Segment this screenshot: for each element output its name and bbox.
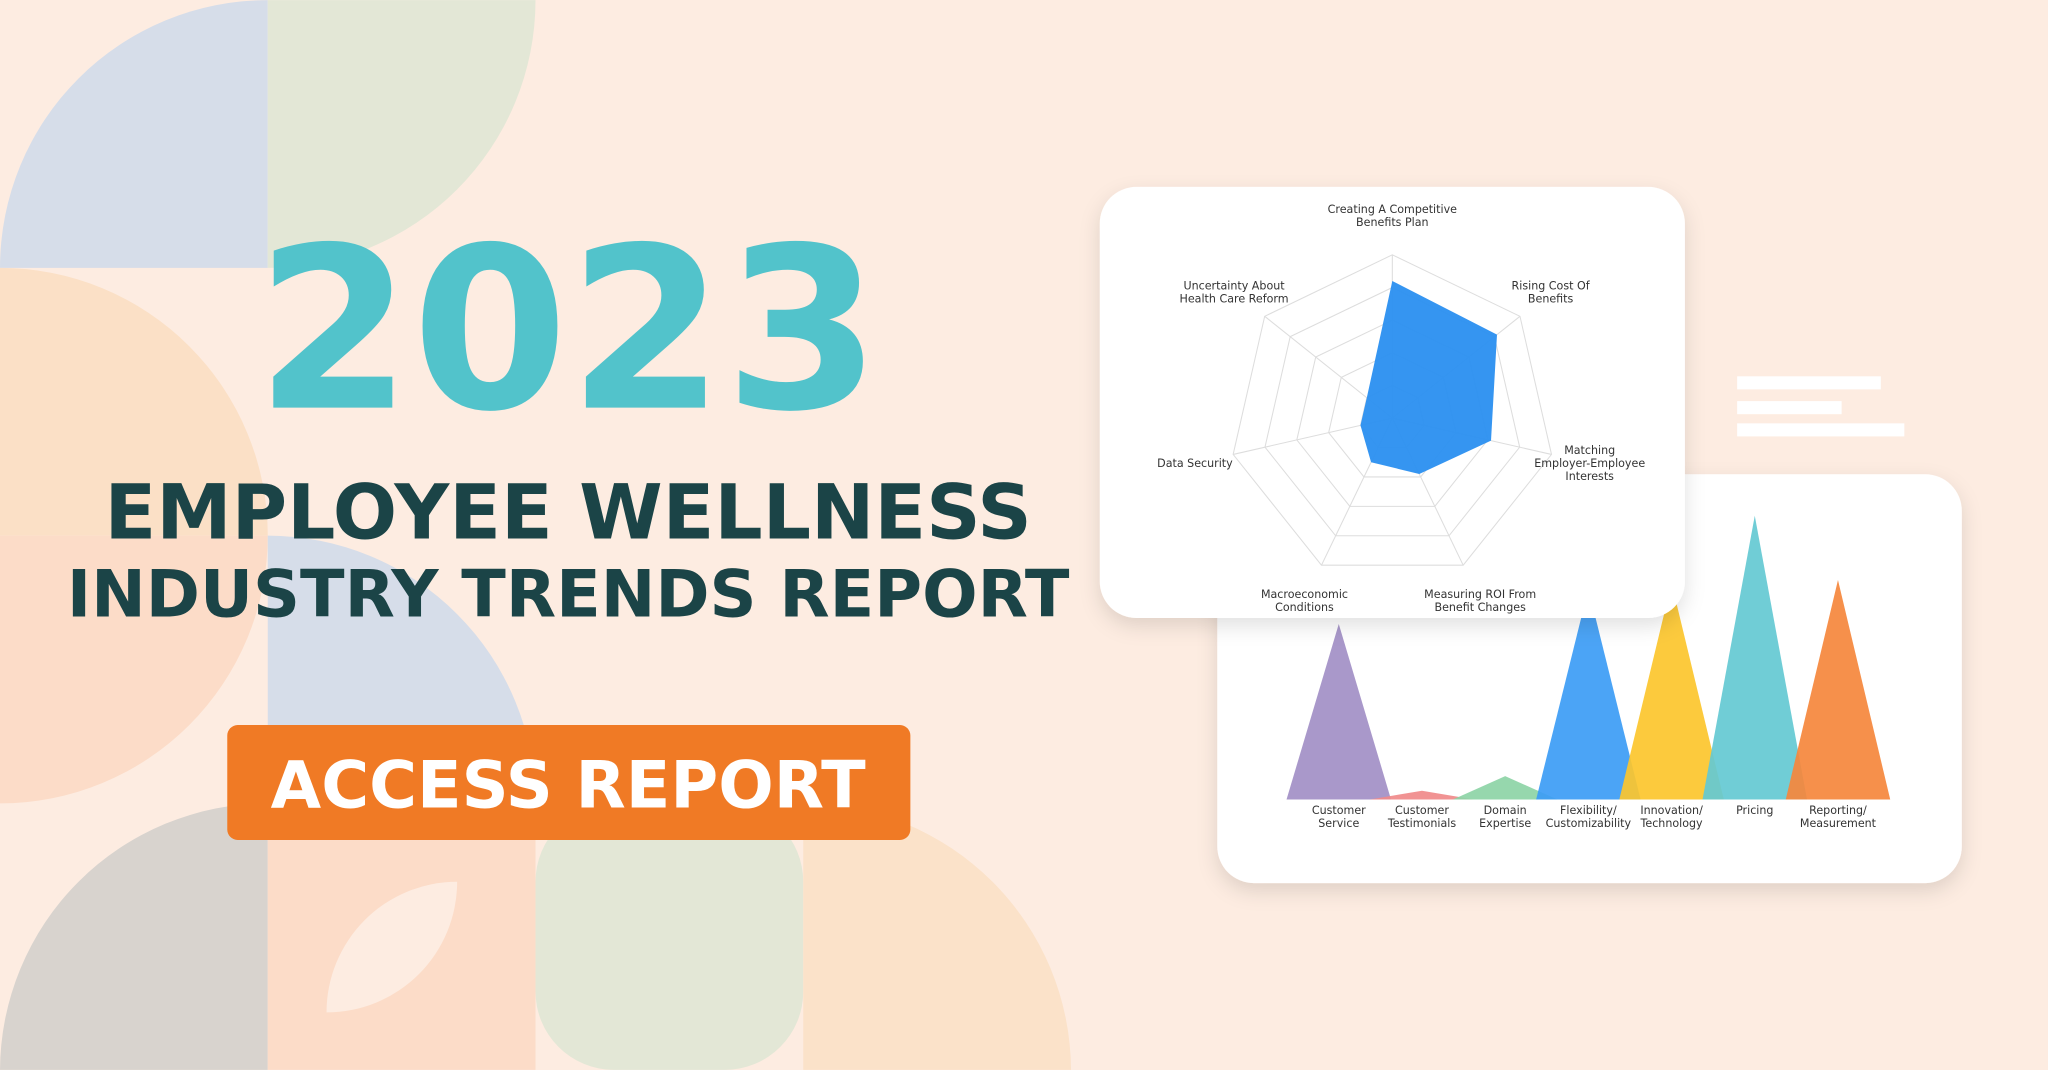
- category-label: Testimonials: [1387, 817, 1457, 830]
- peak: [1452, 776, 1558, 800]
- button-bg[interactable]: [227, 725, 911, 840]
- category-label: Technology: [1639, 817, 1703, 830]
- category-label: Data Security: [1157, 457, 1233, 470]
- category-label: Pricing: [1736, 804, 1773, 817]
- peak: [1785, 580, 1891, 800]
- category-label: Interests: [1565, 470, 1614, 483]
- radar-area: [1360, 280, 1497, 474]
- access-button[interactable]: ACCESS REPORT: [227, 725, 911, 840]
- peak: [1286, 623, 1392, 800]
- category-label: Reporting/: [1809, 804, 1867, 817]
- category-label: Innovation/: [1640, 804, 1703, 817]
- category-label: Customer: [1312, 804, 1366, 817]
- category-label: Uncertainty About: [1183, 279, 1285, 292]
- category-label: Customer: [1395, 804, 1449, 817]
- category-label: Conditions: [1275, 601, 1334, 614]
- button-label[interactable]: ACCESS REPORT: [271, 747, 866, 823]
- category-label: Macroeconomic: [1261, 588, 1348, 601]
- category-label: Measurement: [1800, 817, 1877, 830]
- radar-ring: [1264, 286, 1521, 537]
- peak: [1536, 588, 1641, 800]
- category-label: Flexibility/: [1560, 804, 1617, 817]
- category-label: Rising Cost Of: [1512, 279, 1591, 292]
- category-label: Service: [1318, 817, 1359, 830]
- radar-ring: [1232, 254, 1553, 566]
- category-label: Customizability: [1546, 817, 1632, 830]
- category-label: Measuring ROI From: [1424, 588, 1536, 601]
- title: INDUSTRY TRENDS REPORT: [67, 557, 1070, 633]
- peak: [1619, 582, 1724, 800]
- category-label: Benefits: [1528, 292, 1574, 305]
- decor-lines: [1737, 376, 1905, 437]
- category-label: Matching: [1564, 444, 1615, 457]
- category-label: Benefit Changes: [1434, 601, 1526, 614]
- category-label: Creating A Competitive: [1328, 203, 1457, 216]
- title: EMPLOYEE WELLNESS: [105, 468, 1032, 556]
- year: 2023: [256, 199, 881, 461]
- peak: [1369, 790, 1475, 800]
- peak: [1702, 515, 1808, 800]
- category-label: Health Care Reform: [1180, 292, 1289, 305]
- category-label: Domain: [1484, 804, 1527, 817]
- category-label: Benefits Plan: [1356, 216, 1429, 229]
- category-label: Employer-Employee: [1534, 457, 1645, 470]
- category-label: Expertise: [1479, 817, 1531, 830]
